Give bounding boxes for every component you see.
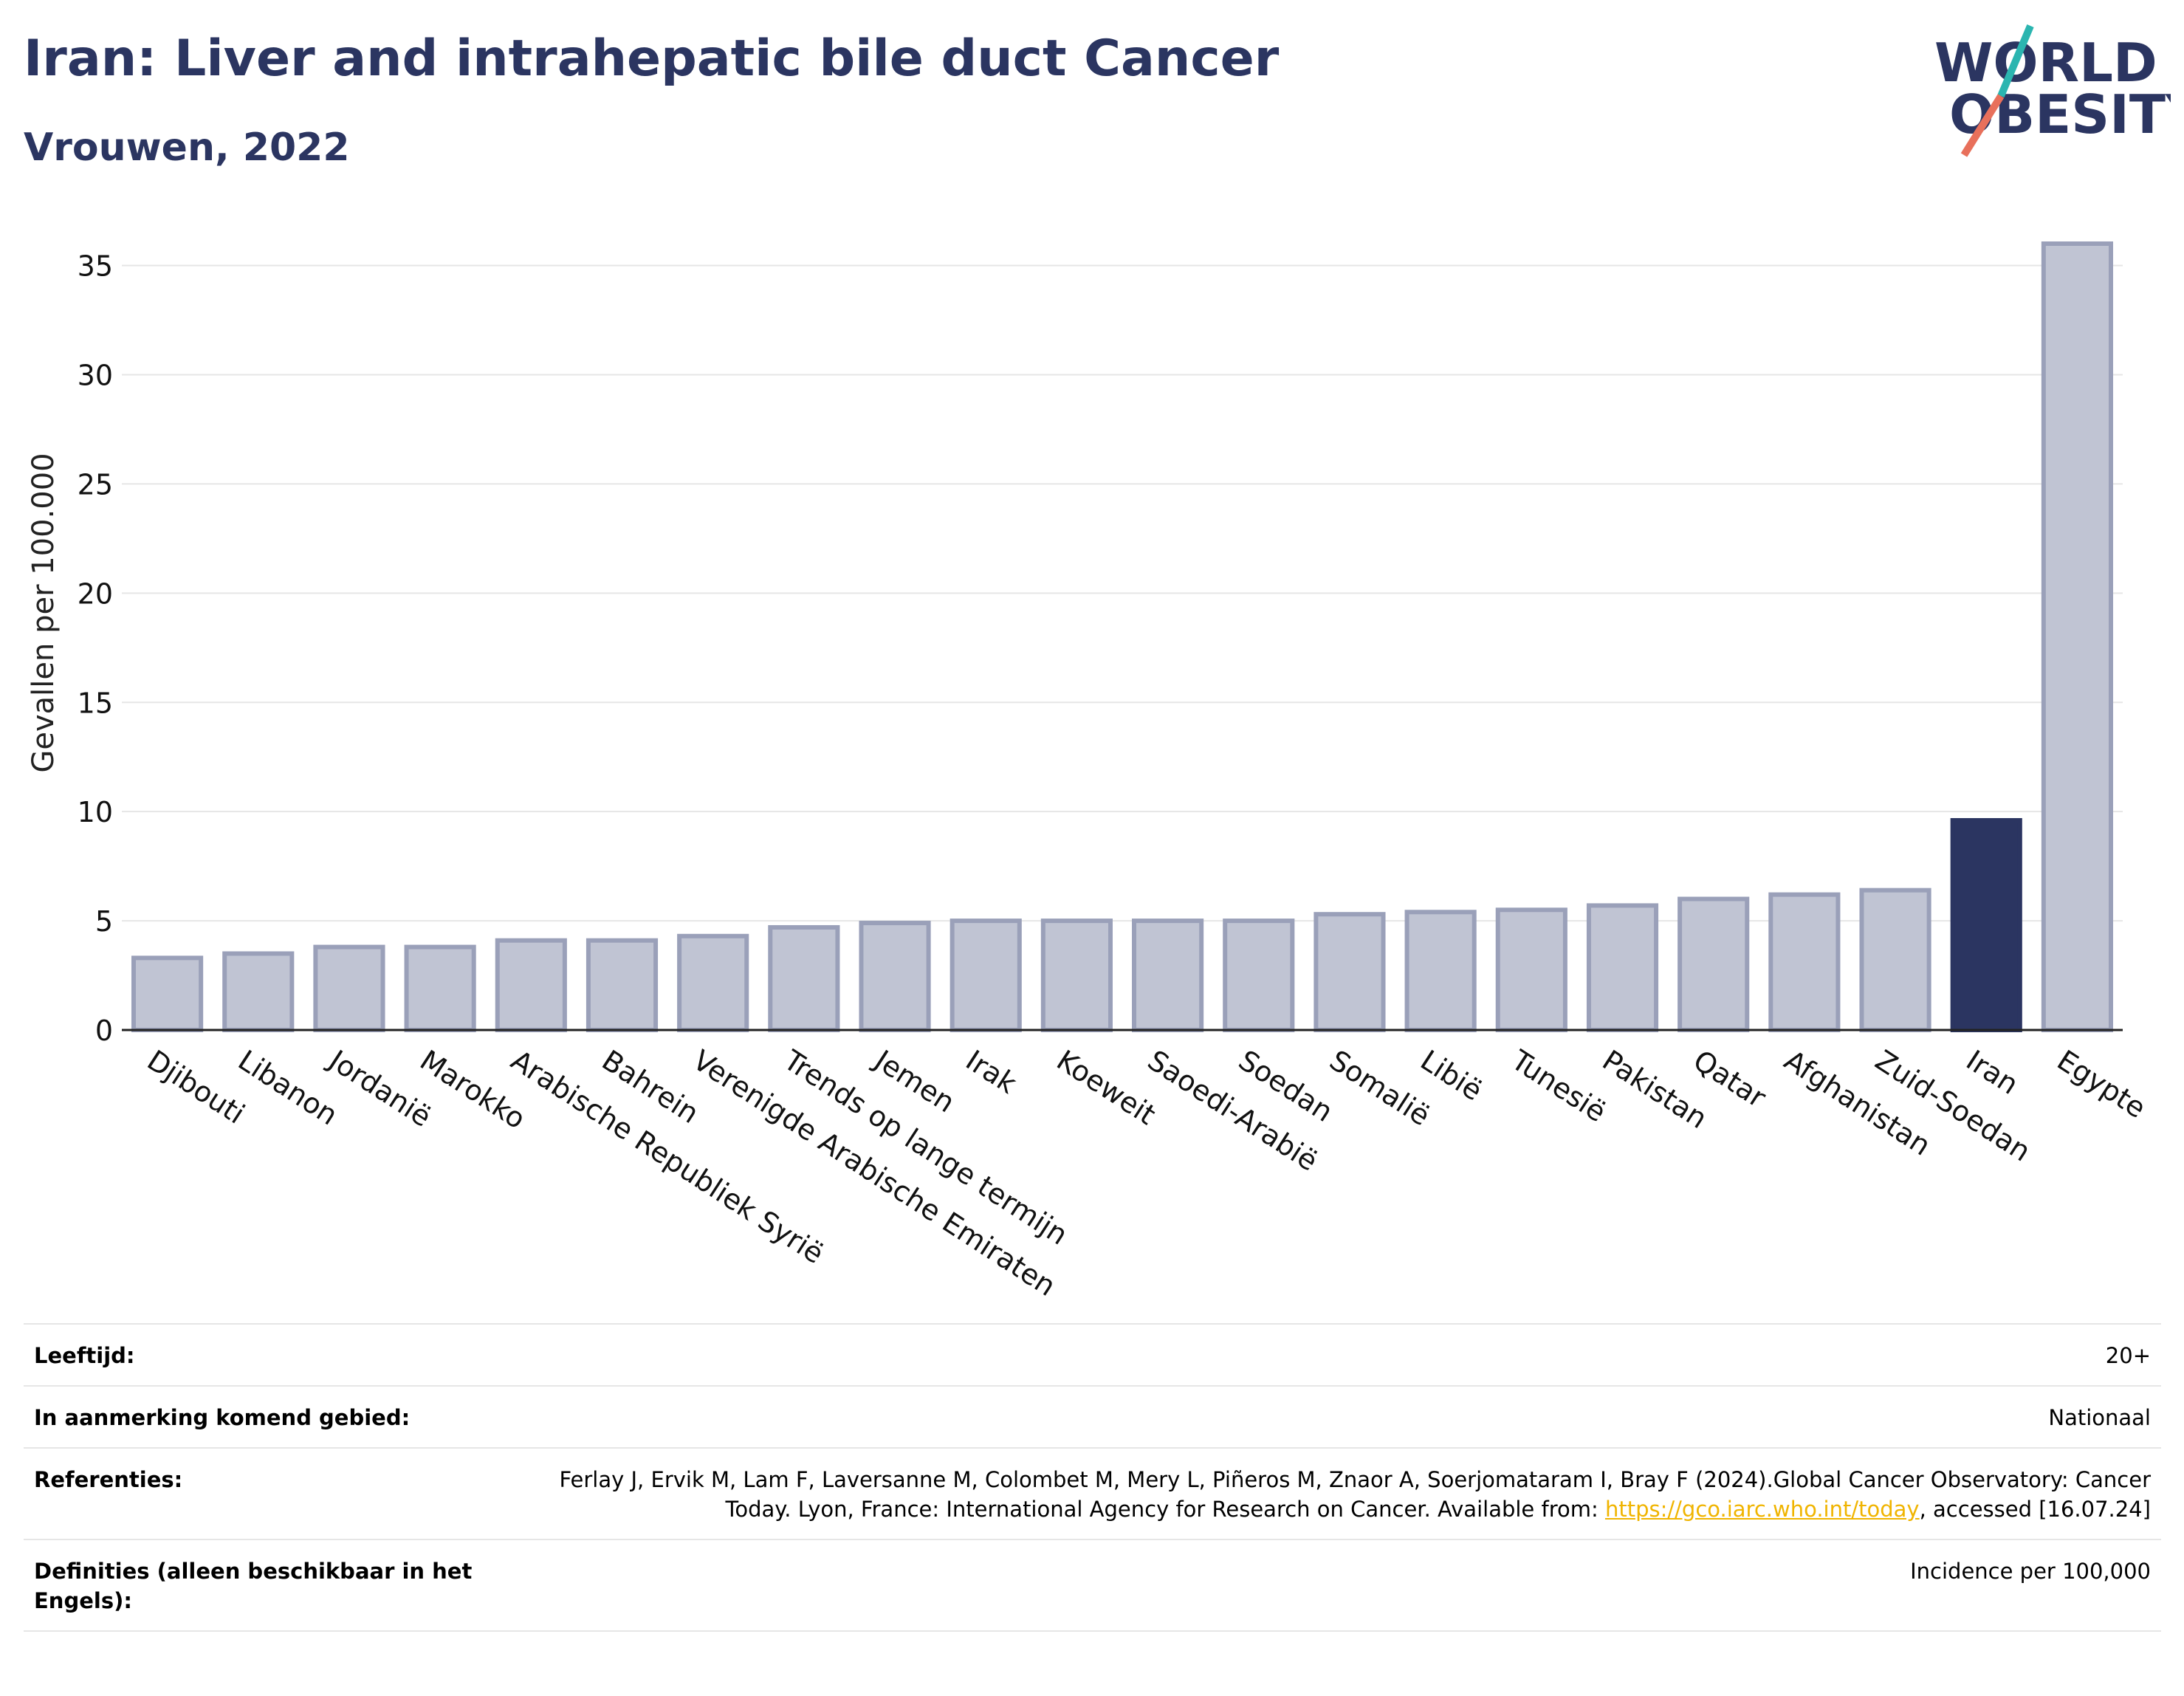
bar <box>495 938 567 1033</box>
bar <box>1495 907 1567 1032</box>
reference-text: Ferlay J, Ervik M, Lam F, Laversanne M, … <box>559 1467 2151 1522</box>
bar <box>1678 896 1750 1032</box>
bar <box>131 955 204 1032</box>
info-row-age: Leeftijd: 20+ <box>24 1323 2161 1385</box>
info-table: Leeftijd: 20+ In aanmerking komend gebie… <box>24 1323 2161 1632</box>
bar <box>677 933 749 1032</box>
bar <box>2041 241 2113 1032</box>
info-row-references: Referenties: Ferlay J, Ervik M, Lam F, L… <box>24 1447 2161 1539</box>
bar <box>222 951 295 1033</box>
info-value: 20+ <box>2105 1343 2151 1368</box>
bar <box>1950 818 2022 1032</box>
x-tick-label: Tunesië <box>1505 1043 1613 1128</box>
bar <box>404 944 476 1033</box>
x-axis-ticks: DjiboutiLibanonJordaniëMarokkoArabische … <box>142 1043 2152 1302</box>
logo-line-1: WORLD <box>1934 32 2157 94</box>
info-row-area: In aanmerking komend gebied: Nationaal <box>24 1385 2161 1447</box>
y-tick-label: 5 <box>95 905 113 938</box>
y-tick-label: 30 <box>78 360 113 392</box>
bar <box>586 938 659 1033</box>
info-label: Definities (alleen beschikbaar in het En… <box>34 1559 473 1613</box>
bar <box>1040 919 1113 1033</box>
bar <box>768 924 840 1033</box>
y-tick-label: 20 <box>78 577 113 610</box>
world-obesity-logo: WORLD OBESITY <box>1934 24 2171 157</box>
x-tick-label: Iran <box>1960 1044 2024 1101</box>
grid-lines <box>122 264 2123 922</box>
bar <box>1132 919 1204 1033</box>
bar <box>1768 892 1841 1033</box>
info-label: Referenties: <box>34 1467 183 1492</box>
x-tick-label: Somalië <box>1324 1044 1436 1133</box>
info-value: Incidence per 100,000 <box>1910 1559 2151 1584</box>
page-subtitle: Vrouwen, 2022 <box>24 126 350 170</box>
bar-chart: 0 5 10 15 20 25 30 35 DjiboutiLibanonJordaniëMa… <box>27 241 2152 1302</box>
y-axis-ticks: 0 5 10 15 20 25 30 35 <box>78 250 113 1047</box>
x-tick-label: Zuid-Soedan <box>1869 1044 2036 1168</box>
x-tick-label: Jordanië <box>322 1043 437 1133</box>
reference-link[interactable]: https://gco.iarc.who.int/today <box>1604 1497 1920 1522</box>
bar <box>1223 919 1295 1033</box>
info-value: Nationaal <box>2048 1405 2151 1430</box>
bar <box>313 944 385 1033</box>
y-tick-label: 25 <box>78 468 113 501</box>
logo-slash-teal <box>1997 24 2034 97</box>
x-tick-label: Egypte <box>2052 1044 2152 1125</box>
x-tick-label: Libanon <box>233 1044 343 1132</box>
bar <box>1404 910 1477 1032</box>
bar <box>1586 903 1659 1032</box>
bar <box>1314 912 1386 1033</box>
bars <box>131 241 2113 1033</box>
info-row-definitions: Definities (alleen beschikbaar in het En… <box>24 1539 2161 1632</box>
bar <box>950 919 1022 1033</box>
page-title: Iran: Liver and intrahepatic bile duct C… <box>24 30 1280 88</box>
info-value: Ferlay J, Ervik M, Lam F, Laversanne M, … <box>506 1465 2151 1524</box>
x-tick-label: Pakistan <box>1597 1044 1713 1136</box>
x-tick-label: Djibouti <box>142 1044 250 1130</box>
y-tick-label: 0 <box>95 1014 113 1047</box>
logo-slash-coral <box>1960 94 2005 157</box>
bar <box>1859 888 1931 1032</box>
x-tick-label: Koeweit <box>1051 1044 1161 1131</box>
y-tick-label: 10 <box>78 796 113 828</box>
info-label: Leeftijd: <box>34 1343 135 1368</box>
bar <box>859 921 931 1032</box>
reference-text-end: , accessed [16.07.24] <box>1919 1497 2151 1522</box>
y-axis-label: Gevallen per 100.000 <box>27 453 61 772</box>
y-tick-label: 35 <box>78 250 113 283</box>
info-label: In aanmerking komend gebied: <box>34 1405 411 1430</box>
y-tick-label: 15 <box>78 687 113 719</box>
x-tick-label: Irak <box>960 1044 1022 1100</box>
